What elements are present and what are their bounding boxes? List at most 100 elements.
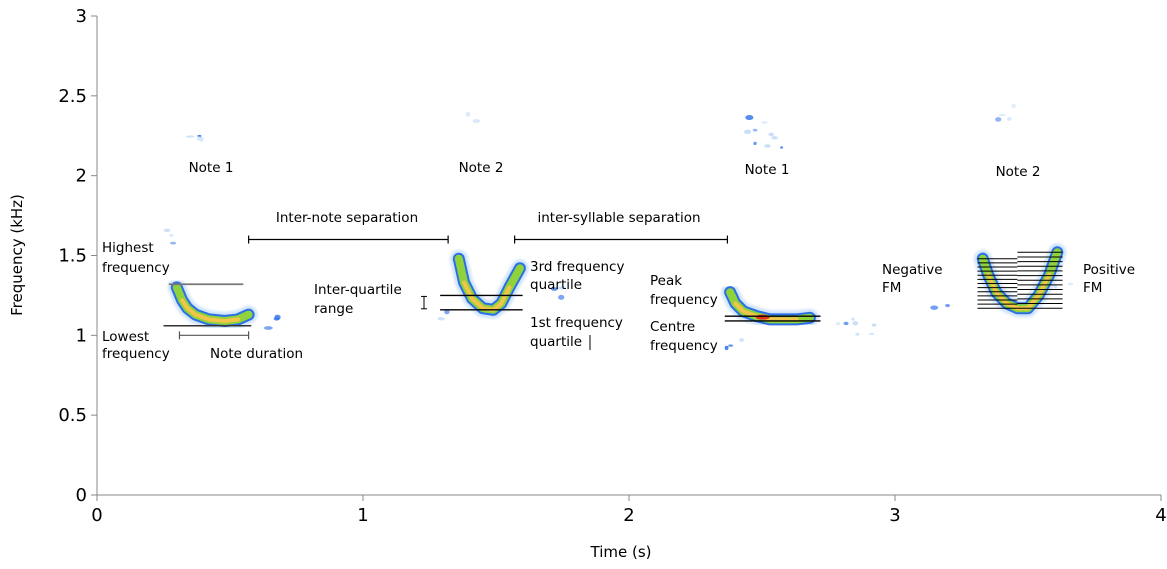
noise-speck-41	[437, 316, 445, 321]
iqr-line-1: Inter-quartile	[314, 282, 402, 298]
noise-speck-39	[1067, 282, 1074, 286]
noise-speck-7	[465, 111, 471, 117]
peak-line-2: frequency	[650, 292, 718, 308]
note-blob-2	[449, 249, 529, 319]
note-duration-label: Note duration	[210, 346, 303, 362]
annotation-lines	[163, 235, 1063, 350]
noise-speck-38	[1053, 284, 1058, 289]
y-ticks: 0 0.5 1 1.5 2 2.5 3	[58, 6, 97, 506]
noise-speck-9	[753, 141, 757, 146]
noise-speck-25	[855, 332, 860, 336]
note-label-3: Note 1	[745, 162, 790, 178]
noise-speck-2	[170, 241, 177, 245]
noise-speck-44	[728, 344, 734, 347]
x-tick-label-4: 4	[1155, 505, 1166, 526]
y-tick-label-5: 2.5	[58, 86, 87, 107]
background-noise	[163, 103, 1074, 351]
noise-speck-8	[472, 118, 481, 124]
noise-speck-0	[169, 233, 174, 237]
y-tick-label-6: 3	[76, 6, 87, 27]
highest-frequency-line-2: frequency	[102, 260, 170, 276]
third-quartile-label: 3rd frequency quartile	[530, 259, 624, 293]
centre-line-1: Centre	[650, 319, 695, 335]
noise-speck-27	[550, 287, 558, 291]
noise-speck-31	[273, 317, 280, 321]
highest-frequency-label: Highest frequency	[102, 240, 170, 276]
annotations: Inter-note separation inter-syllable sep…	[102, 210, 1135, 362]
noise-speck-28	[557, 286, 566, 290]
highest-frequency-line-1: Highest	[102, 240, 154, 256]
negative-fm-label: Negative FM	[882, 262, 943, 296]
y-tick-label-1: 0.5	[58, 405, 87, 426]
note-label-2: Note 2	[459, 160, 504, 176]
neg-fm-line-2: FM	[882, 280, 901, 296]
noise-speck-13	[761, 121, 768, 124]
q3-line-1: 3rd frequency	[530, 259, 624, 275]
x-ticks: 0 1 2 3 4	[91, 495, 1167, 526]
y-tick-label-3: 1.5	[58, 246, 87, 267]
inter-note-separation-label: Inter-note separation	[276, 210, 418, 226]
noise-speck-36	[843, 321, 849, 326]
pos-fm-line-2: FM	[1083, 280, 1102, 296]
noise-speck-42	[444, 309, 450, 315]
noise-speck-12	[745, 114, 754, 121]
y-tick-label-2: 1	[76, 325, 87, 346]
peak-line-1: Peak	[650, 273, 682, 289]
x-tick-label-2: 2	[623, 505, 634, 526]
noise-speck-21	[998, 113, 1007, 117]
centre-line-2: frequency	[650, 338, 718, 354]
pos-fm-line-1: Positive	[1083, 262, 1135, 278]
first-quartile-label: 1st frequency quartile	[530, 315, 623, 350]
noise-speck-15	[764, 144, 771, 148]
y-tick-label-4: 2	[76, 166, 87, 187]
positive-fm-label: Positive FM	[1083, 262, 1135, 296]
noise-speck-30	[263, 326, 273, 330]
inter-quartile-range-label: Inter-quartile range	[314, 282, 402, 317]
x-tick-label-3: 3	[889, 505, 900, 526]
noise-speck-1	[163, 228, 171, 232]
noise-speck-10	[768, 132, 775, 137]
noise-speck-11	[752, 128, 758, 132]
noise-speck-23	[852, 321, 859, 326]
noise-speck-26	[558, 294, 565, 300]
iqr-line-2: range	[314, 301, 353, 317]
x-axis-title: Time (s)	[590, 543, 652, 561]
noise-speck-16	[771, 136, 778, 140]
y-tick-label-0: 0	[76, 485, 87, 506]
q1-line-2: quartile	[530, 334, 582, 350]
q1-line-1: 1st frequency	[530, 315, 623, 331]
note-3-peak	[755, 314, 770, 320]
note-label-1: Note 1	[189, 160, 234, 176]
lowest-frequency-label: Lowest frequency	[102, 329, 170, 362]
noise-speck-24	[871, 323, 877, 327]
lowest-frequency-line-2: frequency	[102, 346, 170, 362]
peak-frequency-label: Peak frequency	[650, 273, 718, 308]
note-1-core	[180, 298, 240, 323]
noise-speck-18	[1011, 103, 1016, 109]
noise-speck-17	[780, 146, 784, 149]
noise-speck-20	[1006, 117, 1012, 121]
noise-speck-4	[185, 135, 195, 138]
y-axis-title: Frequency (kHz)	[8, 194, 26, 316]
noise-speck-14	[744, 129, 752, 135]
x-tick-label-0: 0	[91, 505, 102, 526]
noise-speck-45	[739, 338, 744, 342]
q3-line-2: quartile	[530, 277, 582, 293]
neg-fm-line-1: Negative	[882, 262, 943, 278]
noise-speck-47	[930, 305, 939, 310]
note-labels: Note 1 Note 2 Note 1 Note 2	[189, 160, 1041, 180]
noise-speck-46	[945, 304, 951, 308]
x-tick-label-1: 1	[357, 505, 368, 526]
lowest-frequency-line-1: Lowest	[102, 329, 149, 345]
noise-speck-22	[868, 332, 875, 336]
noise-speck-19	[995, 117, 1002, 122]
note-blob-1	[167, 278, 258, 330]
centre-frequency-label: Centre frequency	[650, 319, 718, 354]
noise-speck-33	[835, 321, 841, 326]
noise-speck-34	[851, 317, 855, 321]
noise-speck-43	[724, 345, 729, 351]
noise-speck-6	[197, 136, 202, 141]
note-label-4: Note 2	[996, 164, 1041, 180]
inter-syllable-separation-label: inter-syllable separation	[537, 210, 700, 226]
